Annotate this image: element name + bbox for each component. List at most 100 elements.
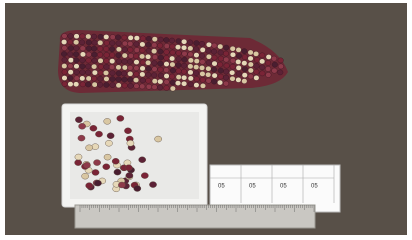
- kernel: [218, 56, 224, 61]
- kernel: [182, 51, 188, 56]
- kernel: [230, 76, 236, 81]
- kernel: [85, 70, 91, 75]
- kernel: [242, 79, 248, 84]
- kernel: [92, 52, 98, 57]
- kernel: [266, 54, 272, 59]
- kernel: [176, 38, 182, 43]
- kernel: [242, 67, 248, 72]
- kernel: [194, 40, 200, 45]
- kernel: [242, 49, 248, 54]
- kernel: [248, 74, 254, 79]
- kernel: [206, 66, 212, 71]
- kernel: [86, 183, 93, 189]
- kernel: [188, 64, 194, 69]
- kernel: [242, 73, 248, 78]
- kernel: [170, 62, 176, 67]
- kernel: [155, 136, 162, 142]
- kernel: [74, 64, 80, 69]
- kernel: [97, 52, 103, 57]
- kernel: [116, 65, 122, 70]
- kernel: [194, 76, 200, 81]
- kernel: [169, 56, 175, 61]
- kernel: [145, 72, 151, 77]
- kernel: [152, 79, 158, 84]
- kernel: [212, 55, 218, 60]
- kernel: [176, 50, 182, 55]
- kernel: [164, 37, 170, 42]
- kernel: [122, 53, 128, 58]
- kernel: [116, 41, 122, 46]
- kernel: [86, 145, 93, 151]
- kernel: [278, 58, 284, 63]
- kernel: [158, 73, 164, 78]
- kernel: [90, 125, 97, 131]
- kernel: [140, 36, 146, 41]
- kernel: [80, 58, 86, 63]
- kernel: [133, 53, 139, 58]
- kernel: [149, 182, 156, 188]
- kernel: [140, 48, 146, 53]
- kernel: [230, 64, 236, 69]
- card-code: 05: [280, 184, 287, 190]
- kernel: [236, 71, 242, 76]
- kernel: [248, 50, 254, 55]
- kernel: [211, 67, 217, 72]
- kernel: [175, 44, 181, 49]
- kernel: [176, 68, 182, 73]
- kernel: [80, 64, 86, 69]
- kernel: [86, 58, 92, 63]
- kernel: [122, 65, 128, 70]
- kernel: [109, 53, 115, 58]
- kernel: [140, 72, 146, 77]
- kernel: [91, 64, 97, 69]
- kernel: [122, 77, 128, 82]
- kernel: [116, 77, 122, 82]
- kernel: [175, 80, 181, 85]
- kernel: [236, 47, 242, 52]
- kernel: [62, 81, 68, 86]
- kernel: [92, 169, 99, 175]
- kernel: [91, 34, 97, 39]
- kernel: [139, 54, 145, 59]
- kernel: [169, 74, 175, 79]
- kernel: [97, 76, 103, 81]
- card-code: 05: [218, 184, 225, 190]
- kernel: [104, 52, 110, 57]
- kernel: [104, 118, 111, 124]
- kernel: [206, 48, 212, 53]
- kernel: [92, 70, 98, 75]
- kernel: [68, 64, 74, 69]
- kernel: [93, 160, 100, 166]
- kernel: [158, 49, 164, 54]
- kernel: [127, 59, 133, 64]
- kernel: [236, 53, 242, 58]
- kernel: [134, 47, 140, 52]
- kernel: [107, 133, 114, 139]
- kernel: [62, 69, 68, 74]
- kernel: [146, 66, 152, 71]
- kernel: [248, 56, 254, 61]
- kernel: [193, 46, 199, 51]
- kernel: [205, 72, 211, 77]
- kernel: [97, 46, 103, 51]
- kernel: [109, 65, 115, 70]
- kernel: [73, 40, 79, 45]
- kernel: [128, 77, 134, 82]
- kernel: [152, 37, 158, 42]
- kernel: [170, 86, 176, 91]
- kernel: [110, 71, 116, 76]
- kernel: [104, 82, 110, 87]
- kernel: [92, 82, 98, 87]
- kernel: [139, 84, 145, 89]
- kernel: [141, 173, 148, 179]
- kernel: [212, 61, 218, 66]
- kernel: [79, 40, 85, 45]
- kernel: [104, 76, 110, 81]
- kernel: [67, 40, 73, 45]
- kernel: [140, 66, 146, 71]
- kernel: [152, 61, 158, 66]
- kernel: [68, 58, 74, 63]
- kernel: [230, 52, 236, 57]
- kernel: [277, 70, 283, 75]
- kernel: [116, 53, 122, 58]
